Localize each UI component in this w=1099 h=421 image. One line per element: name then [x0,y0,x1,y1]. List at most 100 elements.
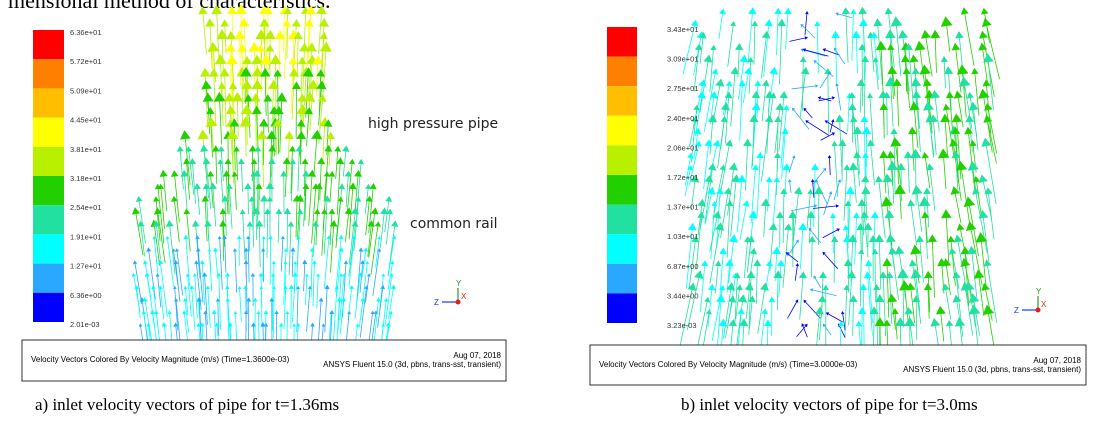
legend-label: 6.36e+01 [70,28,102,37]
vector-head [205,116,218,127]
vector-head [704,174,714,183]
legend-label: 3.18e+01 [70,174,102,183]
vector-head [237,235,242,239]
vector-line [359,263,364,293]
vector-line [927,289,930,319]
vector-head [260,54,273,65]
vector-line [287,138,290,177]
vector-line [717,301,722,348]
vector-line [206,163,212,209]
vector-head [716,187,724,195]
legend-swatch [607,27,637,57]
vector-head [788,179,792,183]
vector-head [949,138,959,147]
vector-head [813,60,817,64]
axis-label: Z [1014,306,1019,315]
vector-line [974,313,979,348]
vector-line [919,49,925,84]
vector-head [860,115,869,122]
legend-label: 3.43e+01 [667,25,699,34]
vector-head [390,284,396,290]
vector-line [148,251,156,300]
vector-head [390,260,395,265]
vector-head [875,175,883,183]
vector-line [852,301,854,336]
vector-head [856,78,866,87]
vector-line [823,193,831,216]
vector-line [789,181,792,193]
vector-head [707,114,718,123]
vector-head [737,174,747,183]
vector-line [234,176,237,210]
vector-head [813,275,817,279]
legend-swatch [33,59,64,89]
vector-head [228,82,238,89]
vector-line [964,13,975,66]
vector-head [908,259,917,267]
vector-line [747,13,753,64]
vector-head [809,288,814,292]
vector-head [719,164,726,171]
vector-head [914,40,926,51]
vector-line [720,193,729,239]
vector-line [329,213,333,246]
vector-head [172,285,177,290]
vector-head [248,196,256,202]
vector-head [272,118,283,127]
vector-head [873,18,883,27]
vector-head [769,92,777,99]
vector-line [219,101,223,145]
vector-head [850,8,857,15]
vector-head [814,20,821,27]
vector-head [753,259,762,267]
vector-line [810,229,822,244]
vector-head [215,298,220,302]
vector-head [260,322,266,327]
vector-head [323,171,330,177]
vector-head [175,248,180,252]
vector-head [871,248,879,254]
vector-head [831,119,835,123]
vector-line [839,121,843,175]
vector-head [202,183,210,190]
vector-head [863,222,873,231]
vector-head [751,102,761,111]
vector-line [211,126,215,153]
vector-head [691,235,700,243]
vector-head [292,323,296,327]
vector-line [315,63,319,97]
vector-head [304,106,313,115]
footer-box [589,344,1087,386]
vector-head [302,259,308,265]
vector-head [274,30,286,40]
vector-line [704,193,712,225]
vector-line [811,241,813,278]
vector-head [252,297,258,302]
vector-line [753,25,756,65]
vector-line [787,253,799,263]
legend-swatch [607,56,637,87]
vector-head [324,144,333,152]
vector-line [335,238,342,293]
vector-line [910,205,917,246]
vector-head [724,91,733,99]
vector-line [136,288,141,319]
vector-head [329,219,338,227]
vector-head [981,17,992,28]
vector-line [864,217,868,248]
vector-line [160,263,168,317]
vector-head [940,16,953,27]
vector-head [303,91,316,102]
vector-head [201,80,212,90]
vector-line [891,73,894,100]
vector-head [795,239,799,243]
vector-line [889,37,892,68]
vector-line [789,37,806,42]
vector-line [695,217,702,270]
vector-line [318,76,322,113]
vector-head [835,83,839,87]
vector-head [196,322,201,327]
vector-line [916,193,923,233]
legend-label: 3.09e+01 [667,55,699,64]
